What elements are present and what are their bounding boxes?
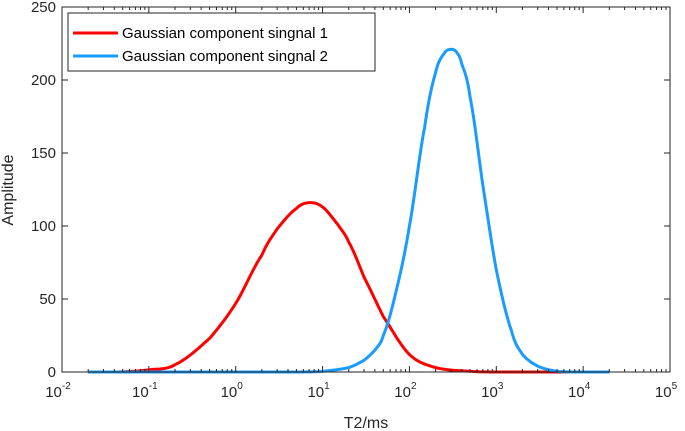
y-tick-label: 250 [31, 0, 56, 16]
legend: Gaussian component singnal 1 Gaussian co… [67, 12, 376, 72]
axes [61, 6, 671, 373]
legend-label-series-1: Gaussian component singnal 1 [122, 25, 328, 42]
y-tick-label: 50 [39, 291, 56, 308]
x-tick-label: 104 [568, 381, 591, 401]
y-tick-label: 0 [48, 364, 56, 381]
x-tick-label: 10-2 [45, 381, 71, 401]
x-tick-label: 102 [394, 381, 417, 401]
x-axis-ticks: 10-2 10-1 100 101 102 103 104 105 [45, 7, 678, 401]
x-tick-label: 101 [307, 381, 330, 401]
x-tick-label: 10-1 [132, 381, 158, 401]
x-axis-label: T2/ms [344, 415, 388, 431]
legend-box [67, 12, 376, 72]
y-axis-label: Amplitude [0, 154, 17, 225]
axes-frame [61, 6, 671, 373]
series-line-2 [88, 47, 610, 374]
legend-label-series-2: Gaussian component singnal 2 [122, 48, 328, 65]
y-axis-ticks: 0 50 100 150 200 250 [31, 0, 670, 381]
x-tick-label: 100 [221, 381, 244, 401]
x-tick-label: 105 [655, 381, 678, 401]
y-tick-label: 100 [31, 218, 56, 235]
y-tick-label: 150 [31, 145, 56, 162]
x-tick-label: 103 [481, 381, 504, 401]
y-tick-label: 200 [31, 72, 56, 89]
